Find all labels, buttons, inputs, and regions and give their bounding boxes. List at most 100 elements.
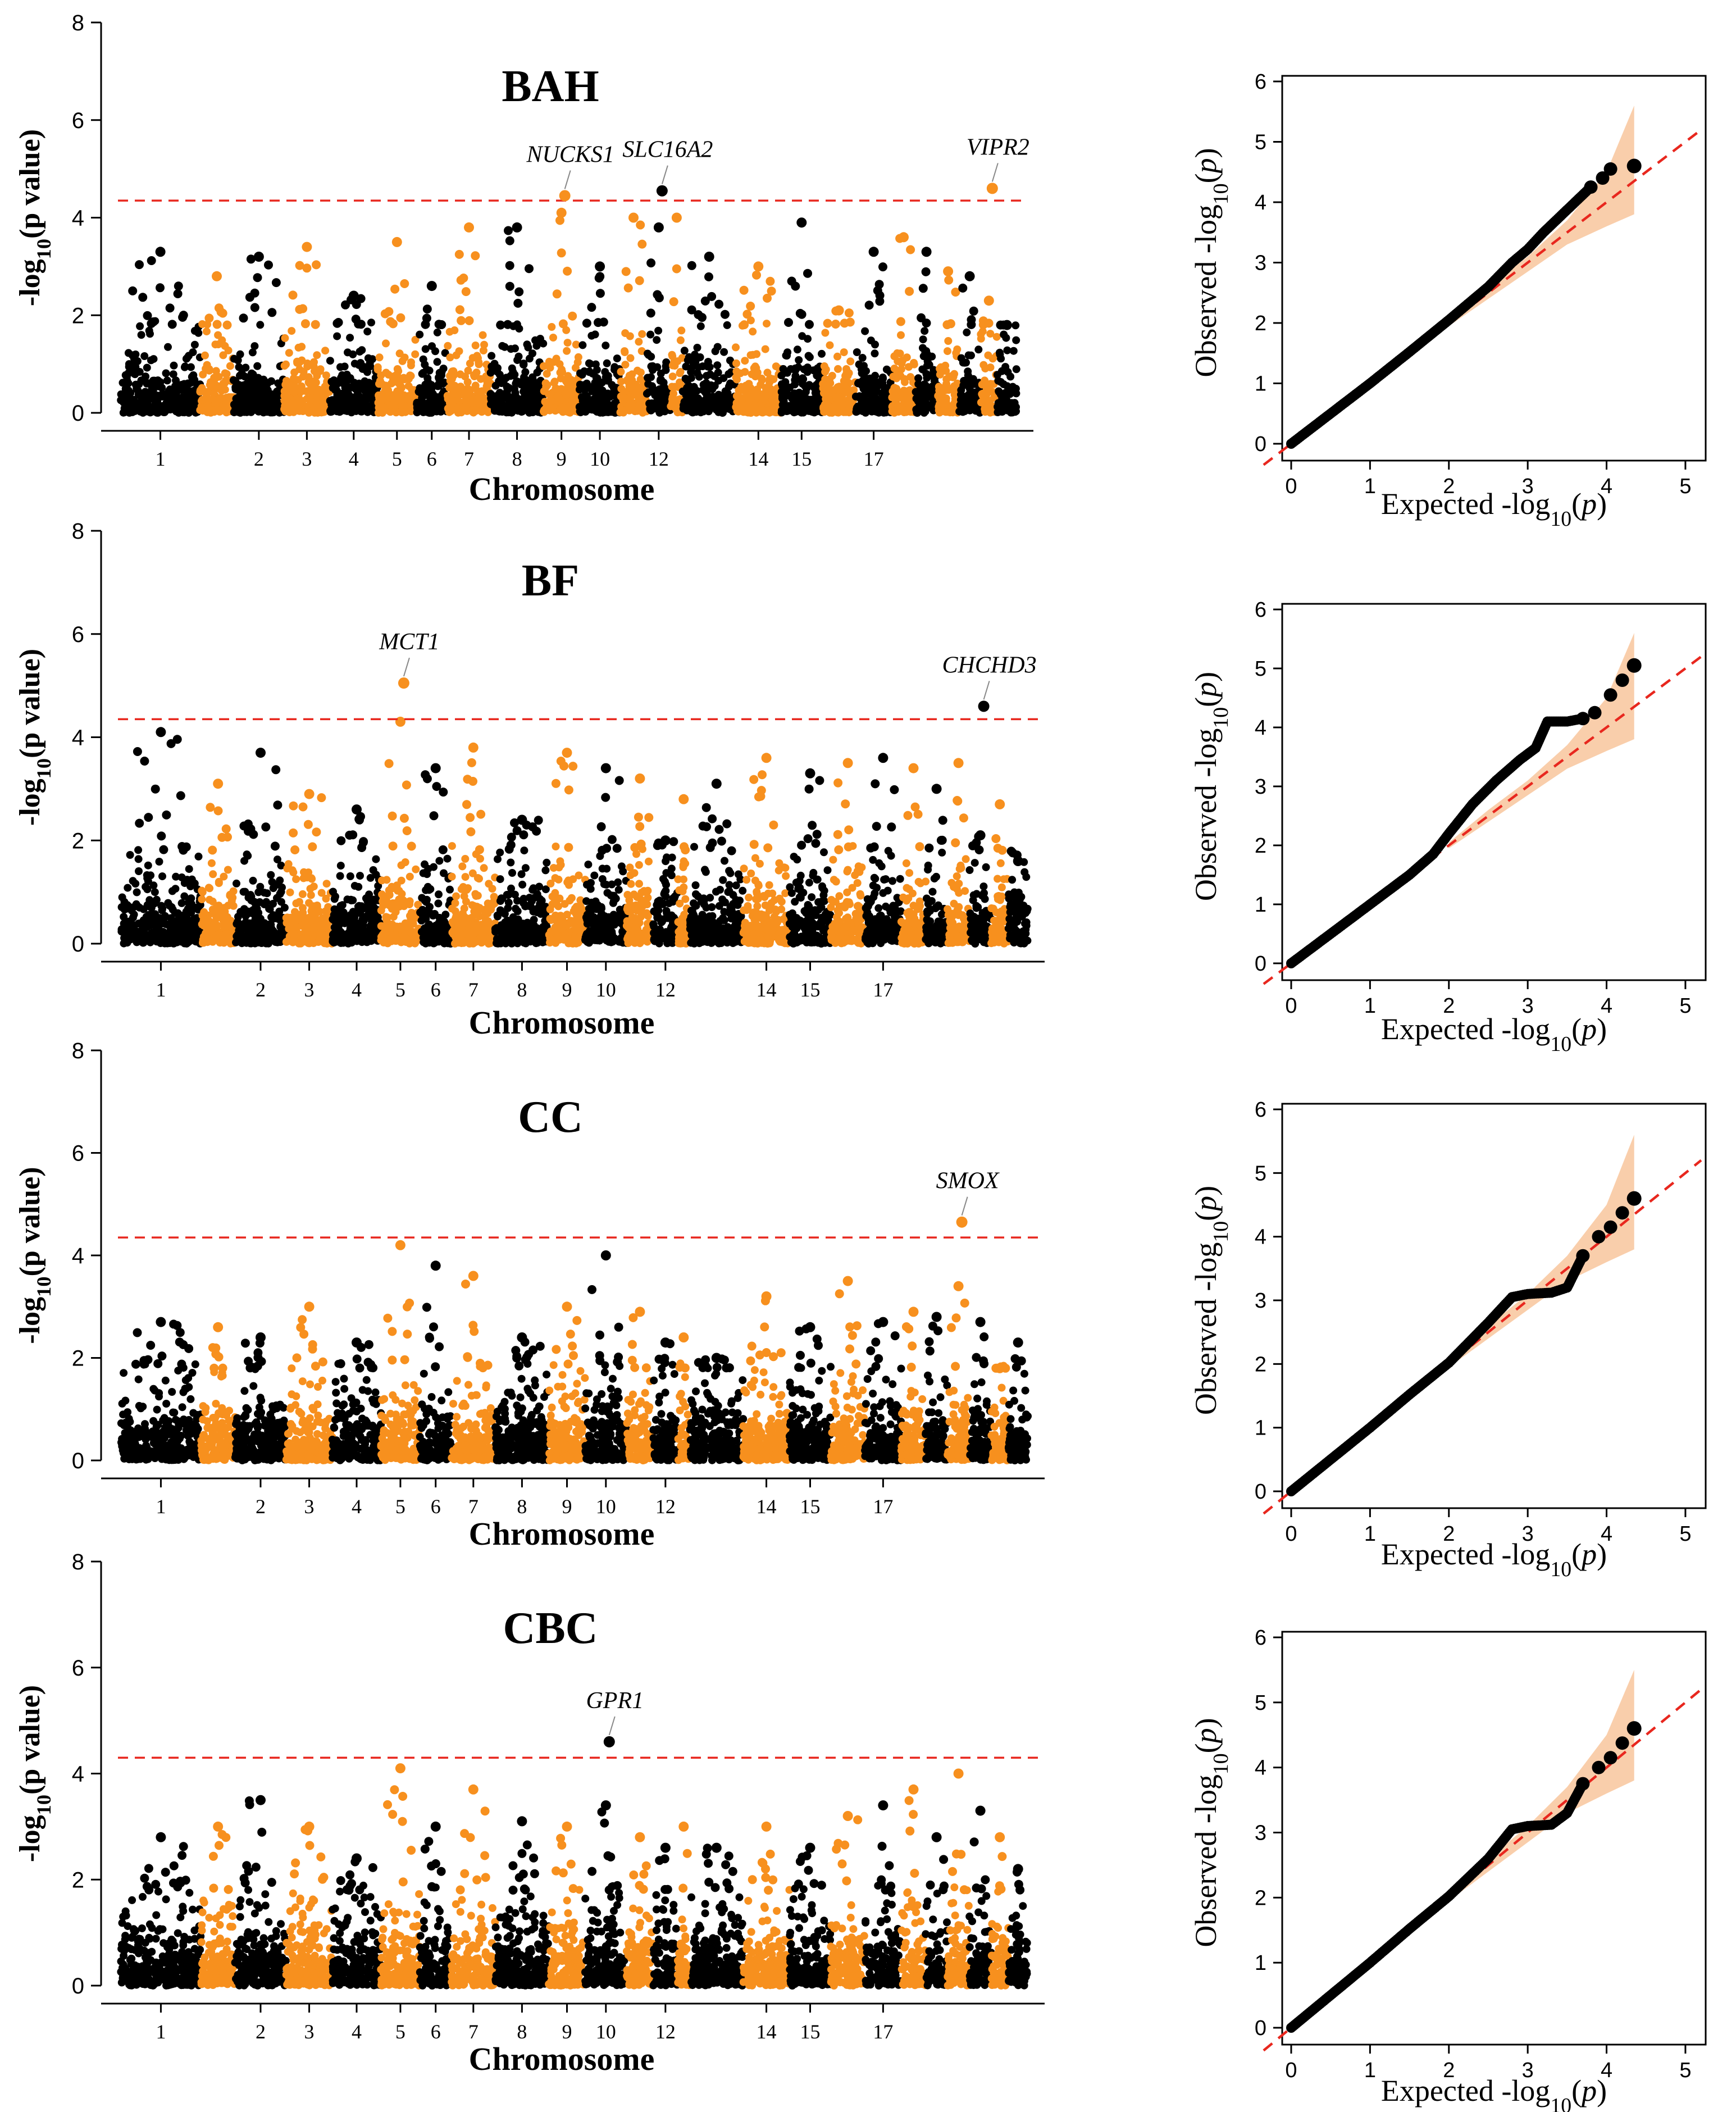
snp-point <box>206 381 214 389</box>
snp-point <box>628 370 636 379</box>
snp-point <box>859 385 868 393</box>
chromosome-tick-label: 15 <box>791 448 812 470</box>
snp-point <box>124 884 132 892</box>
snp-point <box>766 276 775 286</box>
snp-point <box>246 373 254 381</box>
snp-point <box>329 887 337 896</box>
snp-point <box>798 332 807 340</box>
gene-label: SLC16A2 <box>622 137 713 163</box>
snp-point <box>651 400 659 409</box>
snp-point <box>1012 365 1020 374</box>
snp-point <box>563 404 572 412</box>
snp-point <box>917 313 926 322</box>
snp-point <box>840 348 848 357</box>
snp-point <box>853 348 861 356</box>
snp-point <box>280 903 289 912</box>
snp-point <box>823 390 831 399</box>
snp-point <box>723 321 731 329</box>
snp-point <box>343 376 352 385</box>
snp-point <box>400 932 408 940</box>
snp-point <box>720 348 728 356</box>
snp-point <box>355 815 364 825</box>
snp-point <box>638 330 646 338</box>
snp-point <box>455 305 464 315</box>
snp-point <box>125 393 133 402</box>
snp-point <box>422 304 432 314</box>
snp-point <box>281 334 289 342</box>
snp-point <box>511 344 519 353</box>
snp-point <box>793 345 801 354</box>
snp-point <box>224 866 232 874</box>
snp-point <box>576 369 584 377</box>
snp-point <box>226 362 234 370</box>
snp-peak-point <box>921 247 932 257</box>
snp-point <box>288 327 296 335</box>
snp-point <box>912 406 921 414</box>
snp-point <box>380 936 388 945</box>
snp-point <box>985 397 993 406</box>
snp-point <box>397 925 405 933</box>
snp-point <box>244 852 252 860</box>
snp-point <box>168 930 176 938</box>
snp-point <box>672 264 681 274</box>
snp-point <box>124 937 132 945</box>
snp-point <box>918 393 927 401</box>
snp-point <box>271 765 281 775</box>
snp-point <box>897 331 905 339</box>
snp-point <box>384 386 393 394</box>
snp-point <box>473 387 482 395</box>
snp-point <box>208 845 217 855</box>
snp-point <box>337 407 345 415</box>
snp-point <box>135 818 144 828</box>
snp-point <box>322 382 330 390</box>
snp-point <box>209 870 217 879</box>
snp-point <box>701 405 709 413</box>
snp-point <box>295 261 304 270</box>
snp-point <box>406 919 414 927</box>
snp-point <box>222 376 230 385</box>
snp-point <box>231 385 240 393</box>
snp-point <box>362 904 371 912</box>
snp-point <box>290 374 298 383</box>
snp-point <box>349 393 358 402</box>
snp-point <box>833 352 841 361</box>
snp-point <box>549 334 557 342</box>
snp-point <box>558 319 568 329</box>
snp-point <box>166 902 174 910</box>
snp-point <box>172 735 182 744</box>
snp-point <box>411 934 420 943</box>
snp-point <box>471 342 480 349</box>
snp-point <box>393 390 402 398</box>
snp-point <box>732 343 740 352</box>
snp-point <box>646 258 656 268</box>
snp-point <box>339 908 348 917</box>
gene-label: VIPR2 <box>967 134 1029 160</box>
snp-point <box>794 407 803 415</box>
snp-point <box>289 828 298 837</box>
snp-point <box>294 398 303 407</box>
snp-peak-point <box>1001 320 1012 330</box>
snp-point <box>242 922 250 930</box>
snp-point <box>198 895 206 903</box>
snp-point <box>122 905 130 913</box>
snp-point <box>313 351 321 359</box>
snp-point <box>186 363 195 371</box>
snp-point <box>135 867 143 875</box>
snp-point <box>610 363 619 371</box>
snp-point <box>388 841 398 851</box>
snp-point <box>554 392 562 400</box>
snp-point <box>428 342 436 351</box>
snp-point <box>874 280 884 289</box>
snp-point <box>593 374 602 383</box>
snp-point <box>140 352 149 360</box>
snp-peak-point <box>868 247 879 257</box>
snp-point <box>871 397 880 406</box>
snp-point <box>358 346 366 354</box>
snp-point <box>142 882 150 891</box>
snp-point <box>380 309 390 318</box>
snp-point <box>340 919 349 927</box>
snp-point <box>177 408 186 416</box>
snp-point <box>644 374 652 382</box>
snp-point <box>720 309 730 319</box>
snp-point <box>294 343 303 352</box>
